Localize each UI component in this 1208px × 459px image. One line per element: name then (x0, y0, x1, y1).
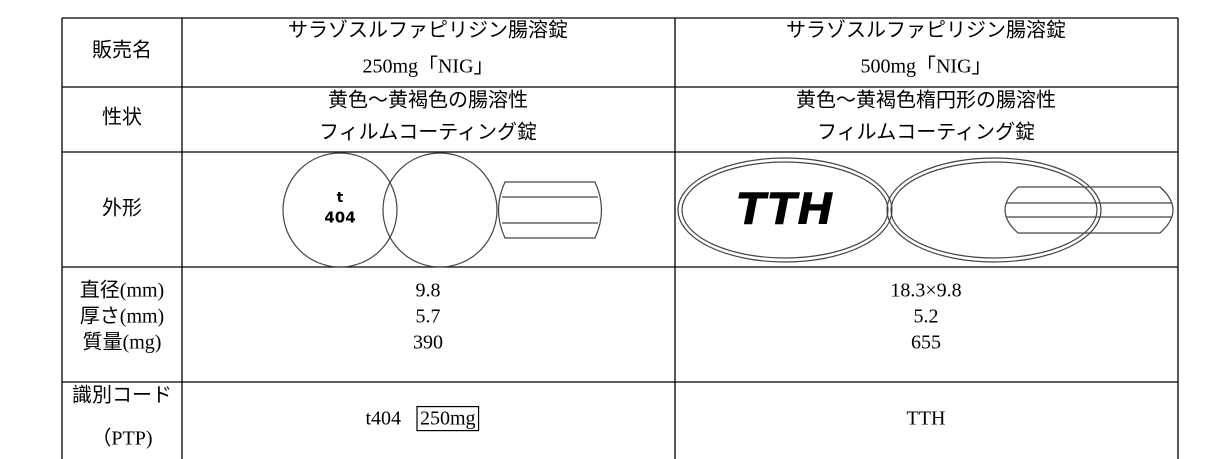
tablet-drawing (282, 152, 1174, 268)
cell-text: 5.7 (416, 306, 441, 328)
imprint: 404 (324, 209, 355, 227)
cell-text: 655 (911, 332, 941, 354)
imprint: TTH (736, 184, 834, 235)
cell-text: 390 (413, 332, 443, 354)
row-label: 識別コード (72, 384, 172, 407)
row-label: 厚さ(mm) (80, 306, 164, 328)
cell-text: t404 (365, 408, 401, 430)
cell-text: 9.8 (416, 280, 441, 302)
cell-text: 500mg「NIG」 (860, 55, 991, 78)
text-box (416, 405, 480, 432)
table-grid (61, 17, 1179, 459)
cell-text: TTH (907, 408, 946, 430)
row-label: 質量(mg) (83, 331, 162, 354)
cell-text: 黄色～黄褐色楕円形の腸溶性 (796, 89, 1056, 112)
row-label: （PTP) (91, 427, 152, 450)
imprint: t (337, 190, 344, 206)
cell-text: 250mg (420, 408, 476, 430)
row-label: 販売名 (92, 39, 152, 62)
cell-text: 5.2 (914, 306, 939, 328)
cell-text: サラゾスルファピリジン腸溶錠 (288, 19, 568, 42)
row-label: 性状 (102, 106, 142, 129)
row-label: 外形 (102, 197, 142, 220)
cell-text: 黄色～黄褐色の腸溶性 (328, 89, 528, 112)
row-label: 直径(mm) (80, 279, 164, 302)
cell-text: フィルムコーティング錠 (817, 121, 1035, 144)
cell-text: 250mg「NIG」 (362, 55, 493, 78)
cell-text: フィルムコーティング錠 (319, 121, 537, 144)
cell-text: 18.3×9.8 (890, 280, 961, 302)
cell-text: サラゾスルファピリジン腸溶錠 (786, 19, 1066, 42)
